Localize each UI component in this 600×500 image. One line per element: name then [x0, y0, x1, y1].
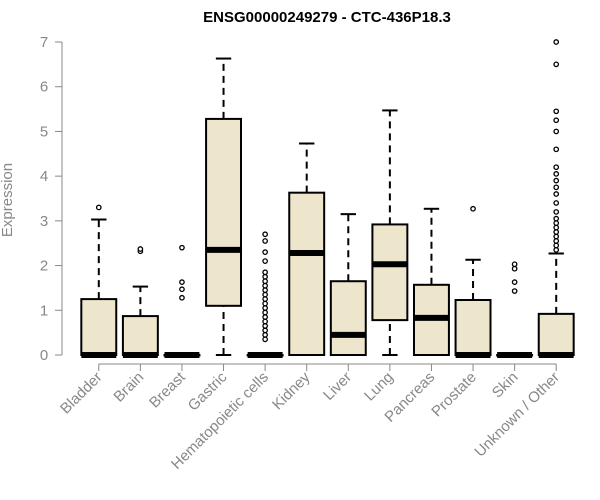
- plot-area: [80, 39, 575, 358]
- outlier-point: [262, 314, 268, 320]
- outlier-point: [553, 220, 560, 226]
- outlier-point: [262, 287, 268, 294]
- outlier-point: [553, 128, 560, 135]
- outlier-point: [262, 318, 268, 325]
- outlier-point: [553, 229, 560, 235]
- box-iqr: [371, 223, 409, 322]
- outlier-point: [95, 204, 102, 211]
- outlier-point: [553, 238, 560, 244]
- outlier-point: [511, 288, 518, 294]
- box-pancreas: [412, 207, 450, 357]
- x-tick-label: Prostate: [428, 369, 480, 421]
- outlier-point: [553, 247, 560, 253]
- y-tick-label: 1: [40, 302, 48, 319]
- box-iqr: [288, 191, 326, 356]
- x-tick-label: Breast: [146, 368, 189, 411]
- outlier-point: [553, 215, 560, 222]
- box-iqr: [454, 299, 492, 357]
- outlier-point: [553, 233, 560, 240]
- y-tick-label: 3: [40, 213, 48, 230]
- outlier-point: [511, 279, 518, 285]
- outlier-point: [553, 164, 560, 171]
- outlier-point: [137, 246, 144, 252]
- outlier-point: [262, 332, 268, 338]
- outlier-point: [262, 273, 268, 280]
- x-tick-label: Kidney: [269, 368, 314, 413]
- outlier-point: [262, 269, 268, 276]
- outlier-point: [262, 278, 268, 285]
- outlier-point: [553, 224, 560, 231]
- y-tick-label: 0: [40, 347, 48, 364]
- y-axis-label: Expression: [0, 163, 16, 237]
- y-tick-label: 7: [40, 34, 48, 51]
- box-hematopoietic-cells: [246, 231, 284, 358]
- outlier-point: [553, 108, 560, 115]
- outlier-point: [262, 327, 268, 334]
- outlier-point: [511, 265, 518, 272]
- x-tick-label: Lung: [361, 369, 397, 405]
- box-prostate: [454, 205, 492, 358]
- outlier-point: [553, 191, 560, 197]
- outlier-point: [262, 282, 268, 289]
- box-unknown-other: [537, 39, 575, 358]
- outlier-point: [553, 117, 560, 124]
- box-iqr: [329, 280, 367, 357]
- y-tick-label: 5: [40, 123, 48, 140]
- x-tick-label: Brain: [110, 369, 147, 406]
- box-iqr: [205, 117, 243, 307]
- box-brain: [121, 246, 159, 358]
- chart-title: ENSG00000249279 - CTC-436P18.3: [203, 9, 451, 26]
- box-liver: [329, 213, 367, 357]
- outlier-point: [553, 184, 560, 191]
- x-tick-label: Liver: [320, 369, 355, 404]
- x-tick-label: Skin: [489, 369, 522, 402]
- outlier-point: [470, 205, 476, 212]
- outlier-point: [553, 171, 560, 177]
- box-iqr: [80, 298, 118, 357]
- box-iqr: [121, 315, 159, 356]
- outlier-point: [262, 238, 268, 244]
- box-breast: [163, 244, 201, 358]
- outlier-point: [553, 200, 560, 206]
- outlier-point: [262, 305, 268, 311]
- outlier-point: [262, 258, 268, 264]
- box-skin: [496, 261, 534, 358]
- outlier-point: [179, 286, 185, 293]
- box-kidney: [288, 142, 326, 356]
- outlier-point: [553, 242, 560, 249]
- outlier-point: [553, 146, 560, 153]
- y-tick-label: 6: [40, 79, 48, 96]
- outlier-point: [262, 336, 268, 343]
- outlier-point: [262, 300, 268, 307]
- box-bladder: [80, 204, 118, 358]
- outlier-point: [262, 309, 268, 316]
- x-tick-label: Bladder: [57, 369, 106, 418]
- y-axis: 0 1 2 3 4 5 6 7: [40, 34, 63, 364]
- outlier-point: [553, 209, 560, 215]
- outlier-point: [262, 291, 268, 298]
- outlier-point: [511, 261, 518, 268]
- outlier-point: [262, 231, 268, 238]
- outlier-point: [262, 249, 268, 256]
- box-gastric: [205, 57, 243, 356]
- y-tick-label: 2: [40, 258, 48, 275]
- outlier-point: [262, 296, 268, 302]
- outlier-point: [262, 323, 268, 329]
- outlier-point: [179, 279, 185, 285]
- outlier-point: [553, 39, 560, 45]
- y-tick-label: 4: [40, 168, 48, 185]
- box-lung: [371, 109, 409, 356]
- outlier-point: [179, 294, 185, 301]
- outlier-point: [553, 177, 560, 184]
- box-iqr: [537, 312, 575, 356]
- outlier-point: [553, 61, 560, 68]
- outlier-point: [179, 244, 185, 251]
